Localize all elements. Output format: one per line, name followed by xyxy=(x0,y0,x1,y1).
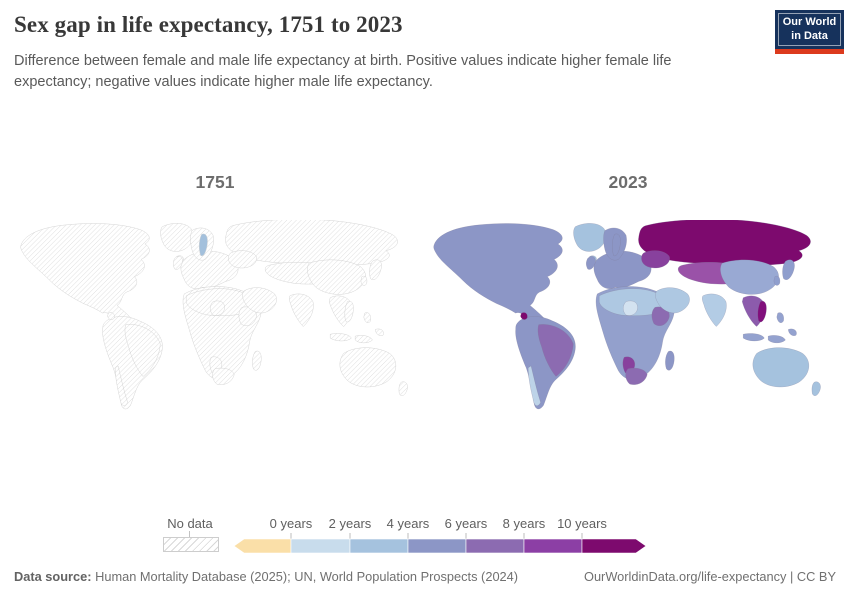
region-china[interactable] xyxy=(307,259,366,295)
region-philippines[interactable] xyxy=(363,312,371,324)
legend-no-data-swatch[interactable] xyxy=(163,537,219,552)
region-guatemala[interactable] xyxy=(520,312,528,320)
region-indonesia[interactable] xyxy=(742,328,797,344)
region-chile[interactable] xyxy=(114,365,128,406)
region-ukraine-belarus[interactable] xyxy=(228,250,257,269)
legend-bin-8-10[interactable] xyxy=(523,538,583,553)
legend-tick-2: 2 years xyxy=(328,516,372,531)
legend-color-bar xyxy=(234,533,646,553)
map-year-label-1751: 1751 xyxy=(195,172,235,192)
region-china[interactable] xyxy=(720,259,779,295)
region-middle-east[interactable] xyxy=(655,287,690,314)
region-sweden[interactable] xyxy=(199,233,208,257)
world-map-1751 xyxy=(20,220,408,410)
region-south-africa[interactable] xyxy=(212,367,235,385)
region-new-zealand[interactable] xyxy=(398,381,408,396)
data-source-note: Data source: Human Mortality Database (2… xyxy=(14,569,518,584)
legend-bin-4-6[interactable] xyxy=(407,538,467,553)
region-australia[interactable] xyxy=(752,347,810,388)
owid-logo-line2: in Data xyxy=(791,29,828,42)
region-chile[interactable] xyxy=(527,365,541,406)
region-korea[interactable] xyxy=(360,275,368,286)
owid-logo-line1: Our World xyxy=(782,15,837,28)
region-japan[interactable] xyxy=(782,259,795,280)
attribution-link[interactable]: OurWorldinData.org/life-expectancy | CC … xyxy=(583,569,836,584)
data-source-text: Human Mortality Database (2025); UN, Wor… xyxy=(91,569,519,584)
page-title: Sex gap in life expectancy, 1751 to 2023 xyxy=(14,12,403,37)
map-year-label-2023: 2023 xyxy=(608,172,648,192)
region-vietnam[interactable] xyxy=(344,300,354,323)
legend-tick-6: 6 years xyxy=(444,516,488,531)
region-europe[interactable] xyxy=(180,250,239,289)
legend-tick-8: 8 years xyxy=(502,516,546,531)
region-japan[interactable] xyxy=(369,259,382,280)
region-niger[interactable] xyxy=(622,300,638,316)
legend-bin-negative[interactable] xyxy=(234,538,292,553)
region-korea[interactable] xyxy=(773,275,781,286)
region-guatemala[interactable] xyxy=(107,312,115,320)
legend-bin-10-plus[interactable] xyxy=(581,538,646,553)
chart-subtitle: Difference between female and male life … xyxy=(14,53,672,90)
region-india[interactable] xyxy=(702,293,727,327)
region-north-america[interactable] xyxy=(20,223,150,326)
region-greenland[interactable] xyxy=(160,223,194,252)
map-legend: No data 0 years 2 years 4 years 6 years … xyxy=(0,516,850,558)
region-sweden[interactable] xyxy=(612,233,621,257)
region-india[interactable] xyxy=(289,293,314,327)
region-madagascar[interactable] xyxy=(665,350,675,371)
legend-bin-6-8[interactable] xyxy=(465,538,525,553)
region-middle-east[interactable] xyxy=(242,287,277,314)
region-uk[interactable] xyxy=(586,256,596,270)
region-north-america[interactable] xyxy=(433,223,563,326)
region-europe[interactable] xyxy=(593,250,652,289)
legend-no-data-tick xyxy=(189,531,190,537)
region-indonesia[interactable] xyxy=(329,328,384,344)
legend-no-data-label: No data xyxy=(167,516,213,531)
region-greenland[interactable] xyxy=(573,223,607,252)
region-south-africa[interactable] xyxy=(625,367,648,385)
legend-bin-0-2[interactable] xyxy=(290,538,351,553)
region-uk[interactable] xyxy=(173,256,183,270)
region-madagascar[interactable] xyxy=(252,350,262,371)
region-brazil[interactable] xyxy=(537,324,574,377)
region-australia[interactable] xyxy=(339,347,397,388)
owid-logo[interactable]: Our World in Data xyxy=(775,10,844,54)
legend-bin-2-4[interactable] xyxy=(349,538,409,553)
legend-tick-4: 4 years xyxy=(386,516,430,531)
world-map-2023 xyxy=(433,220,821,410)
region-niger[interactable] xyxy=(209,300,225,316)
region-philippines[interactable] xyxy=(776,312,784,324)
data-source-label: Data source: xyxy=(14,569,92,584)
region-brazil[interactable] xyxy=(124,324,161,377)
legend-tick-0: 0 years xyxy=(269,516,313,531)
region-vietnam[interactable] xyxy=(757,300,767,323)
legend-tick-10: 10 years xyxy=(557,516,607,531)
region-new-zealand[interactable] xyxy=(811,381,821,396)
region-ukraine-belarus[interactable] xyxy=(641,250,670,269)
owid-logo-frame: Our World in Data xyxy=(778,13,841,46)
